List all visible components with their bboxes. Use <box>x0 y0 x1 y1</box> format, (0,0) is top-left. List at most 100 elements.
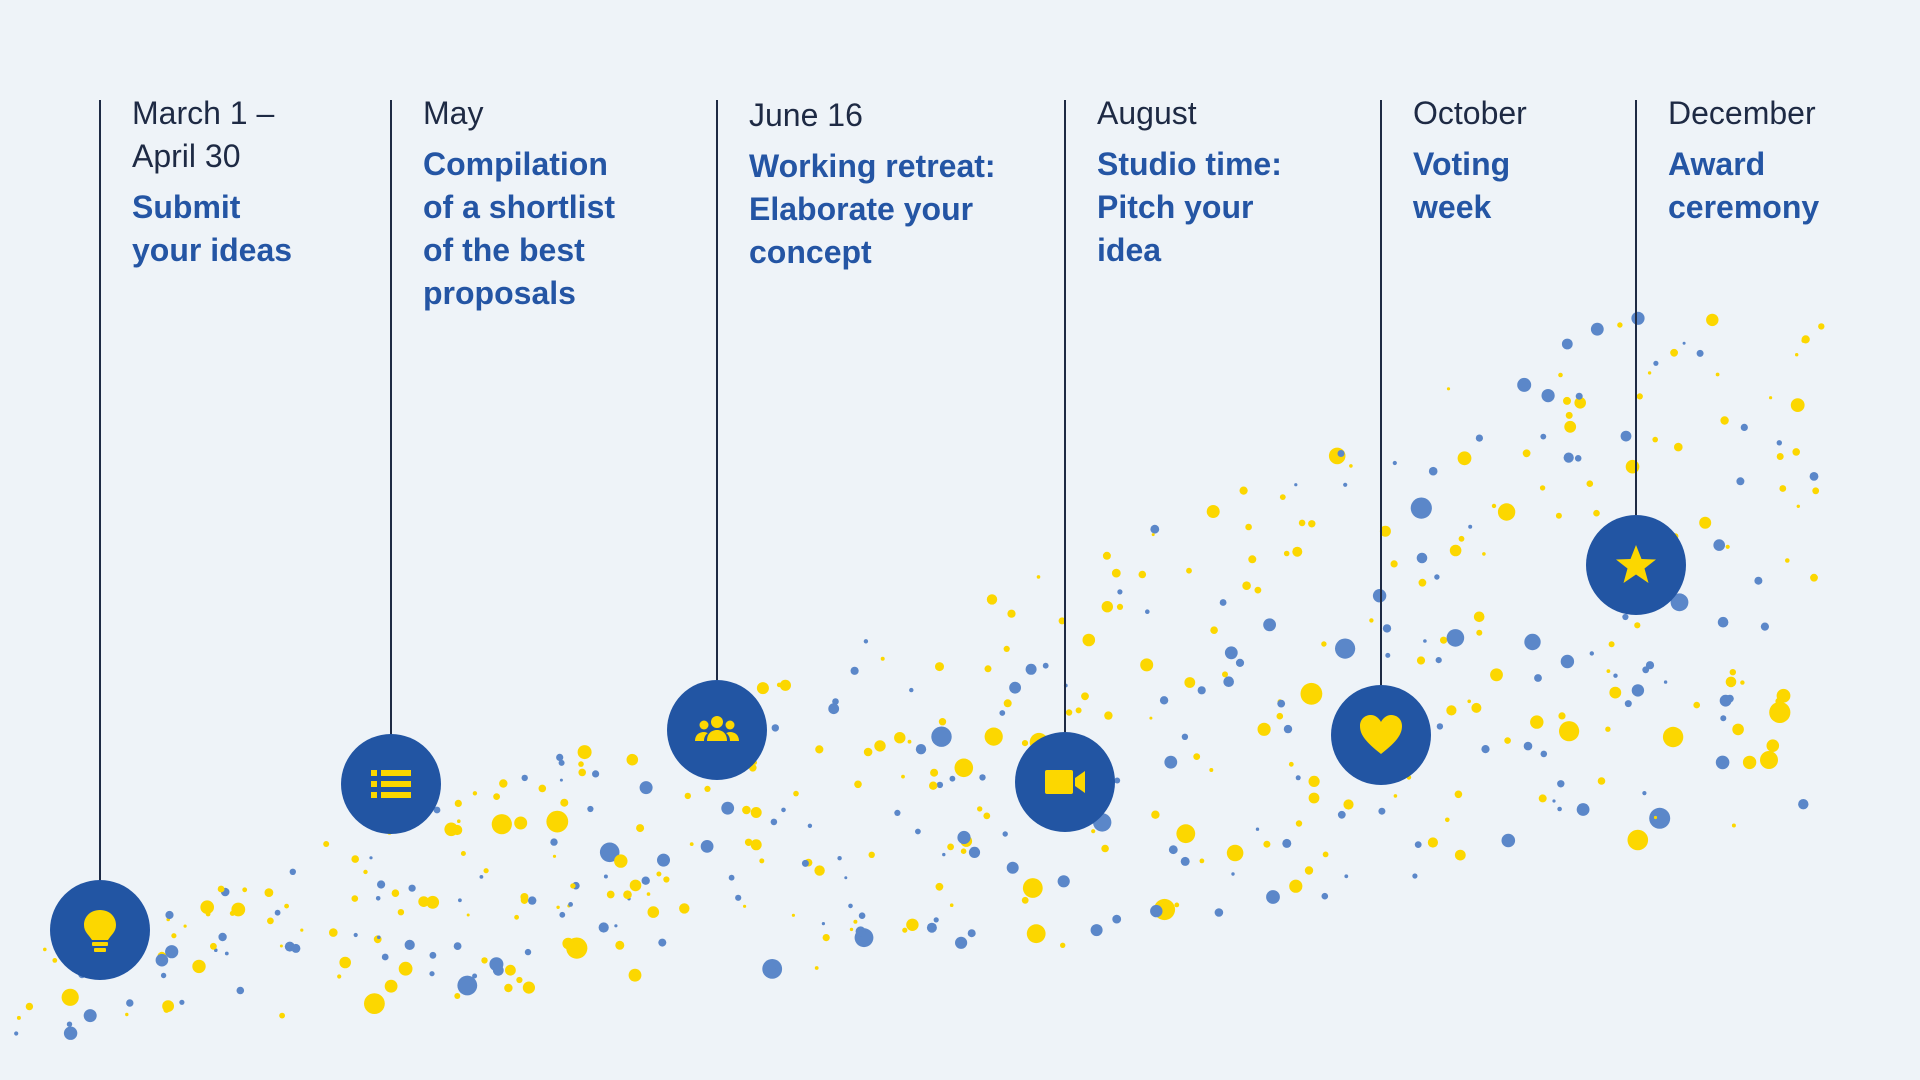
confetti-dot <box>801 859 809 867</box>
confetti-dot <box>499 779 508 788</box>
confetti-dot <box>1769 701 1791 724</box>
confetti-dot <box>1792 448 1800 456</box>
confetti-dot <box>598 922 609 933</box>
confetti-dot <box>1593 509 1600 517</box>
confetti-dot <box>1779 485 1787 492</box>
confetti-dot <box>472 973 478 979</box>
confetti-dot <box>1180 856 1190 866</box>
confetti-dot <box>491 814 512 835</box>
confetti-dot <box>1255 827 1260 831</box>
confetti-dot <box>721 801 735 815</box>
confetti-dot <box>1539 485 1546 491</box>
confetti-dot <box>849 927 854 932</box>
confetti-dot <box>1809 472 1819 481</box>
confetti-dot <box>1634 622 1641 629</box>
confetti-dot <box>793 790 799 797</box>
milestone-label: August Studio time: Pitch your idea <box>1097 92 1387 272</box>
confetti-dot <box>1197 686 1206 695</box>
confetti-dot <box>16 1015 21 1020</box>
confetti-dot <box>1557 806 1562 812</box>
confetti-dot <box>1206 505 1220 518</box>
confetti-dot <box>1558 372 1563 378</box>
confetti-dot <box>418 897 428 907</box>
confetti-dot <box>646 892 651 896</box>
confetti-dot <box>954 758 974 778</box>
confetti-dot <box>550 838 558 846</box>
confetti-dot <box>1475 434 1483 442</box>
milestone-date: December <box>1668 95 1816 131</box>
confetti-dot <box>1798 799 1809 810</box>
confetti-dot <box>300 928 304 932</box>
confetti-dot <box>1369 618 1374 623</box>
confetti-dot <box>1818 323 1825 330</box>
confetti-dot <box>663 876 670 883</box>
confetti-dot <box>291 943 301 953</box>
confetti-dot <box>1176 824 1196 844</box>
confetti-dot <box>454 799 462 808</box>
confetti-dot <box>165 945 179 959</box>
confetti-dot <box>894 809 901 817</box>
confetti-dot <box>1812 487 1820 495</box>
confetti-dot <box>1642 791 1647 796</box>
confetti-dot <box>1009 681 1021 694</box>
confetti-dot <box>657 853 670 867</box>
confetti-dot <box>614 924 618 928</box>
confetti-dot <box>483 868 489 874</box>
confetti-dot <box>516 976 523 984</box>
confetti-dot <box>559 911 566 918</box>
confetti-dot <box>1693 701 1700 709</box>
confetti-dot <box>1670 593 1689 612</box>
confetti-dot <box>1075 707 1082 714</box>
confetti-dot <box>1219 599 1227 606</box>
confetti-dot <box>1242 581 1251 590</box>
confetti-dot <box>337 974 342 979</box>
confetti-dot <box>1552 799 1556 803</box>
confetti-dot <box>1801 335 1810 344</box>
confetti-dot <box>1523 741 1533 751</box>
confetti-dot <box>1795 353 1799 357</box>
confetti-dot <box>1467 699 1471 704</box>
confetti-dot <box>1670 348 1678 357</box>
confetti-dot <box>1343 799 1354 810</box>
confetti-dot <box>1636 393 1643 400</box>
confetti-dot <box>192 959 206 974</box>
confetti-dot <box>429 971 435 977</box>
star-icon <box>1616 545 1656 583</box>
confetti-dot <box>762 959 783 979</box>
confetti-dot <box>1021 896 1029 904</box>
milestone-node <box>341 734 441 834</box>
stem-line <box>1064 100 1066 732</box>
confetti-dot <box>1283 550 1290 557</box>
confetti-dot <box>1649 807 1671 829</box>
confetti-dot <box>284 903 289 909</box>
confetti-dot <box>14 1031 19 1036</box>
confetti-dot <box>636 824 645 833</box>
confetti-dot <box>854 780 862 789</box>
confetti-dot <box>1239 486 1248 495</box>
confetti-dot <box>1002 831 1008 837</box>
confetti-dot <box>377 880 386 889</box>
confetti-dot <box>1517 377 1532 392</box>
confetti-dot <box>1410 497 1432 519</box>
confetti-dot <box>1423 639 1427 643</box>
confetti-dot <box>1140 658 1154 672</box>
confetti-dot <box>1785 558 1790 563</box>
confetti-dot <box>1766 739 1780 752</box>
milestone-node <box>1015 732 1115 832</box>
confetti-dot <box>1193 753 1201 760</box>
confetti-dot <box>1481 745 1490 754</box>
confetti-dot <box>1647 371 1652 375</box>
confetti-dot <box>242 887 248 893</box>
confetti-dot <box>1504 737 1511 744</box>
confetti-dot <box>25 1002 34 1011</box>
confetti-dot <box>1627 829 1649 851</box>
confetti-dot <box>1720 416 1729 425</box>
confetti-dot <box>828 703 840 715</box>
confetti-dot <box>1149 716 1153 720</box>
confetti-dot <box>1445 817 1450 823</box>
confetti-dot <box>1645 661 1655 670</box>
confetti-dot <box>1740 423 1748 431</box>
confetti-dot <box>949 775 956 782</box>
heart-icon <box>1360 715 1402 754</box>
confetti-dot <box>947 843 954 851</box>
